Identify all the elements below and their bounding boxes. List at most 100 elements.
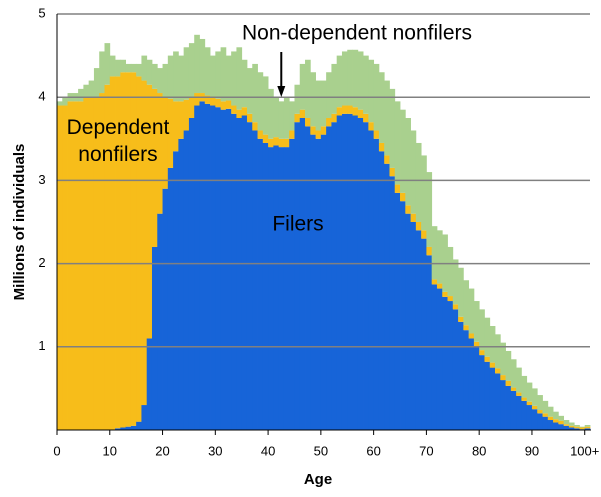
bar-segment (516, 367, 522, 393)
bar-segment (521, 375, 528, 398)
bar-segment (405, 118, 411, 206)
bar-segment (115, 76, 121, 429)
bar-segment (479, 355, 485, 430)
bar-segment (558, 420, 565, 425)
bar-segment (194, 34, 200, 94)
bar-segment (252, 130, 258, 431)
bar-segment (278, 138, 285, 148)
bar-segment (305, 126, 311, 430)
bar-segment (484, 356, 491, 362)
bar-segment (431, 284, 438, 430)
bar-segment (120, 72, 127, 428)
bar-segment (510, 387, 517, 391)
bar-segment (252, 63, 258, 123)
bar-segment (146, 338, 153, 430)
bar-segment (389, 167, 396, 177)
bar-segment (183, 47, 190, 100)
bar-segment (426, 255, 433, 430)
bar-segment (500, 342, 506, 376)
bar-segment (225, 108, 232, 431)
bar-segment (431, 226, 438, 280)
bar-segment (373, 130, 380, 139)
bar-segment (505, 380, 512, 386)
bar-segment (489, 367, 496, 430)
bar-segment (400, 201, 406, 430)
bar-segment (188, 43, 195, 98)
bar-segment (104, 43, 111, 85)
x-tick-label: 30 (208, 443, 222, 458)
bar-segment (331, 63, 338, 114)
bar-segment (157, 213, 163, 430)
bar-segment (363, 113, 369, 123)
bar-segment (204, 103, 211, 430)
bar-segment (268, 147, 274, 430)
bar-segment (231, 113, 237, 430)
bar-segment (352, 115, 359, 430)
nondependent-label: Non-dependent nonfilers (242, 22, 472, 45)
bar-segment (78, 101, 84, 431)
bar-segment (188, 118, 195, 430)
bar-segment (305, 118, 311, 127)
bar-segment (400, 192, 406, 202)
bar-segment (151, 246, 158, 430)
bar-segment (452, 309, 459, 430)
bar-segment (537, 395, 543, 411)
bar-segment (283, 138, 290, 148)
bar-segment (537, 413, 543, 430)
bar-segment (326, 72, 332, 118)
bar-segment (194, 93, 200, 106)
bar-segment (320, 80, 327, 127)
bar-segment (436, 283, 443, 289)
bar-segment (305, 59, 311, 118)
bar-segment (178, 101, 185, 139)
bar-segment (368, 59, 375, 123)
bar-segment (130, 63, 137, 73)
bar-segment (489, 326, 496, 363)
bar-segment (426, 246, 433, 256)
bar-segment (162, 63, 169, 98)
bar-segment (125, 63, 132, 73)
bar-segment (378, 72, 385, 143)
bar-segment (341, 51, 348, 106)
bar-segment (326, 118, 332, 127)
bar-segment (489, 362, 496, 368)
bar-segment (315, 130, 322, 139)
bar-segment (141, 55, 148, 81)
bar-segment (241, 115, 248, 430)
x-tick-label: 40 (261, 443, 275, 458)
bar-segment (173, 101, 179, 152)
bar-segment (72, 101, 79, 431)
bar-segment (178, 55, 185, 102)
y-axis-label: Millions of individuals (11, 144, 28, 301)
bar-segment (231, 51, 237, 106)
bar-segment (78, 88, 84, 102)
bar-segment (531, 409, 538, 430)
x-tick-label: 50 (314, 443, 328, 458)
x-tick-label: 60 (366, 443, 380, 458)
bar-segment (431, 279, 438, 285)
bar-segment (584, 426, 591, 429)
bar-segment (99, 93, 105, 430)
y-tick-label: 1 (38, 338, 45, 353)
bar-segment (547, 416, 554, 421)
bar-segment (510, 359, 517, 388)
bar-segment (389, 176, 396, 430)
bar-segment (268, 138, 274, 148)
bar-segment (236, 47, 243, 110)
bar-segment (146, 84, 153, 339)
bar-segment (320, 126, 327, 135)
bar-segment (215, 98, 221, 108)
bar-segment (130, 425, 137, 430)
bar-segment (584, 428, 591, 430)
bar-segment (299, 109, 306, 118)
x-tick-label: 80 (472, 443, 486, 458)
bar-segment (563, 425, 570, 430)
bar-segment (220, 47, 227, 102)
bar-segment (458, 267, 464, 317)
bar-segment (526, 405, 533, 430)
y-tick-label: 3 (38, 172, 45, 187)
bar-segment (500, 375, 506, 381)
bar-segment (99, 51, 105, 94)
